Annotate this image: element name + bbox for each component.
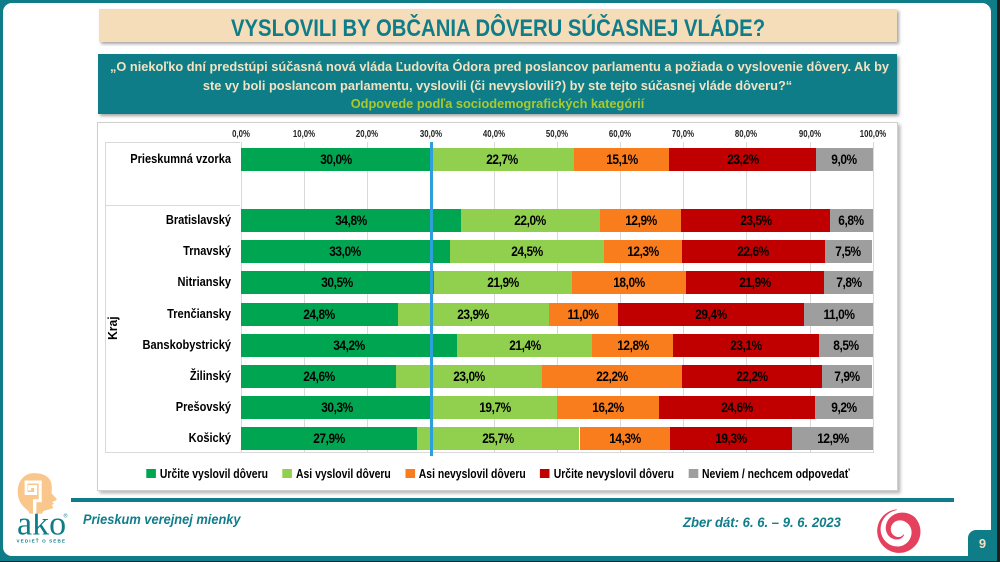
svg-text:VEDIEŤ O SEBE: VEDIEŤ O SEBE: [17, 537, 67, 544]
svg-text:®: ®: [64, 513, 68, 520]
